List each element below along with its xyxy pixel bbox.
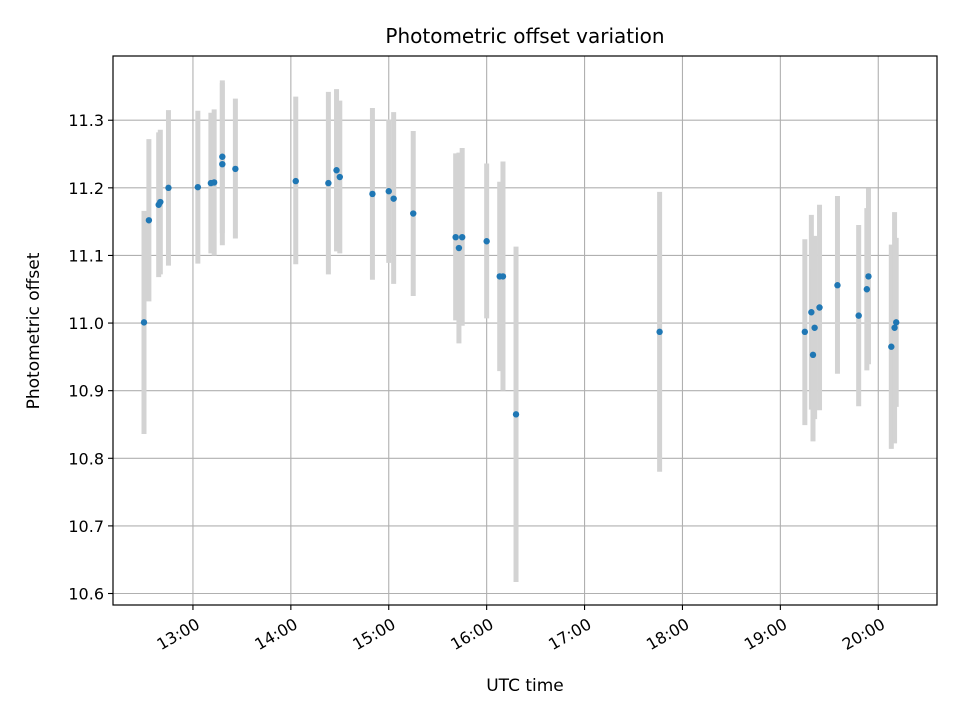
data-point xyxy=(333,167,340,174)
data-point xyxy=(811,324,818,331)
data-point xyxy=(210,179,218,186)
data-point xyxy=(140,319,148,326)
data-point xyxy=(452,233,459,241)
data-point xyxy=(157,198,164,206)
y-tick-label: 11.0 xyxy=(68,314,104,333)
y-tick-label: 10.7 xyxy=(68,517,104,536)
y-tick-label: 11.1 xyxy=(68,246,104,265)
data-point xyxy=(390,195,397,202)
data-point xyxy=(232,165,239,173)
y-axis-label: Photometric offset xyxy=(24,252,44,409)
data-point xyxy=(656,328,663,336)
y-tick-label: 10.8 xyxy=(68,449,104,468)
plot-frame xyxy=(112,55,938,606)
y-tick-label: 11.3 xyxy=(68,111,104,130)
y-tick-label: 11.2 xyxy=(68,179,104,198)
y-tick-label: 10.9 xyxy=(68,382,104,401)
data-point xyxy=(855,312,862,319)
data-point xyxy=(809,351,817,359)
data-point xyxy=(483,238,490,245)
data-point xyxy=(385,188,392,195)
data-point xyxy=(863,286,871,293)
data-point xyxy=(145,217,153,224)
data-point xyxy=(801,328,809,336)
x-axis-label: UTC time xyxy=(486,676,564,696)
data-point xyxy=(194,183,202,191)
data-point xyxy=(891,324,898,331)
data-point xyxy=(834,282,841,289)
data-points xyxy=(140,153,900,418)
data-point xyxy=(808,309,815,316)
data-point xyxy=(410,210,417,217)
y-tick-label: 10.6 xyxy=(68,585,104,604)
data-point xyxy=(325,179,332,187)
data-point xyxy=(458,233,466,241)
data-point xyxy=(369,190,376,198)
data-point xyxy=(165,184,172,192)
data-point xyxy=(816,304,823,311)
data-point xyxy=(292,177,299,185)
data-point xyxy=(512,411,520,418)
data-point xyxy=(499,273,507,280)
data-point xyxy=(893,319,900,326)
data-point xyxy=(888,343,895,350)
chart-title: Photometric offset variation xyxy=(385,24,664,48)
data-point xyxy=(865,273,872,280)
data-point xyxy=(455,244,463,252)
data-point xyxy=(336,173,344,181)
data-point xyxy=(219,160,226,168)
data-point xyxy=(219,153,226,160)
